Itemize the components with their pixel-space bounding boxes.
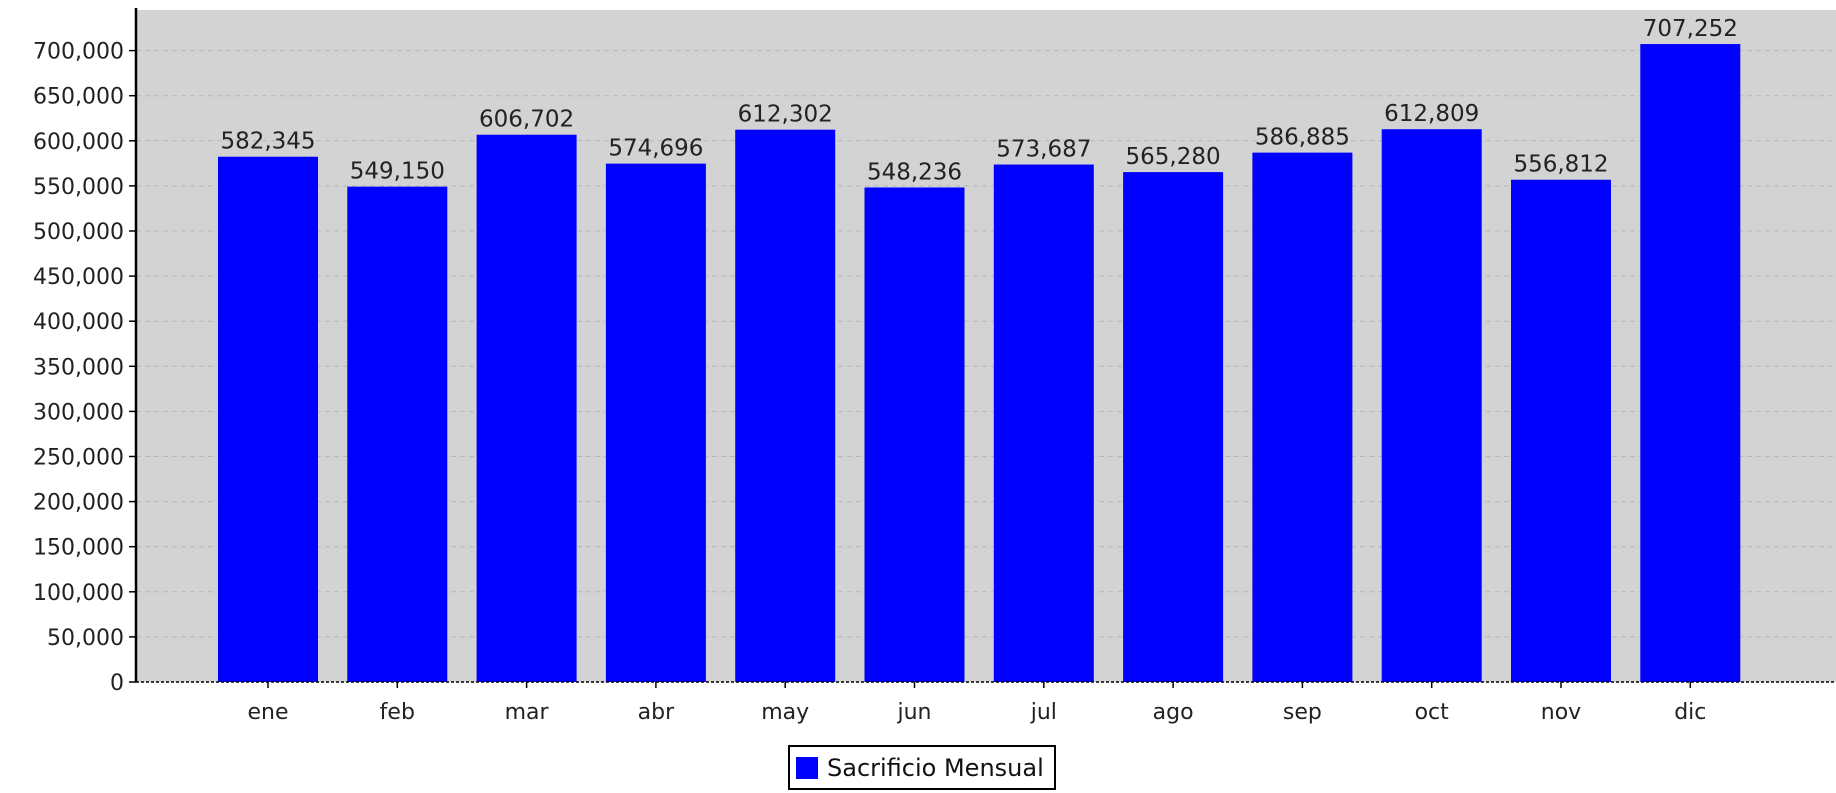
- bars: [218, 44, 1741, 683]
- bar-ene: [218, 156, 318, 683]
- data-label-sep: 586,885: [1255, 125, 1350, 151]
- y-tick-label: 0: [110, 671, 124, 696]
- bar-feb: [347, 186, 448, 682]
- x-tick-label-sep: sep: [1283, 700, 1322, 725]
- x-tick-label-jun: jun: [897, 700, 932, 725]
- y-tick-label: 350,000: [33, 355, 124, 380]
- axes: [129, 8, 1836, 688]
- y-tick-label: 700,000: [33, 40, 124, 65]
- data-label-jun: 548,236: [867, 159, 962, 185]
- data-label-dic: 707,252: [1643, 16, 1738, 42]
- legend-swatch-icon: [796, 756, 818, 779]
- bar-oct: [1381, 129, 1482, 683]
- y-tick-label: 250,000: [33, 445, 124, 470]
- y-tick-label: 600,000: [33, 130, 124, 155]
- bar-sep: [1252, 152, 1353, 683]
- data-label-ago: 565,280: [1126, 144, 1221, 170]
- x-tick-label-jul: jul: [1030, 700, 1057, 725]
- data-label-may: 612,302: [738, 102, 833, 128]
- bar-mar: [476, 134, 577, 683]
- x-tick-label-ene: ene: [247, 700, 288, 725]
- x-tick-label-nov: nov: [1541, 700, 1581, 725]
- x-tick-label-oct: oct: [1415, 700, 1450, 725]
- data-label-mar: 606,702: [479, 107, 574, 133]
- x-tick-label-feb: feb: [380, 700, 415, 725]
- y-tick-label: 450,000: [33, 265, 124, 290]
- data-label-ene: 582,345: [220, 129, 315, 155]
- labels: 0 50,000 100,000 150,000 200,000 250,000 300,0…: [33, 16, 1738, 725]
- x-tick-label-mar: mar: [505, 700, 550, 725]
- data-label-nov: 556,812: [1513, 152, 1608, 178]
- data-label-jul: 573,687: [996, 137, 1091, 163]
- y-tick-label: 550,000: [33, 175, 124, 200]
- bar-dic: [1640, 44, 1741, 683]
- y-tick-label: 100,000: [33, 581, 124, 606]
- y-tick-label: 50,000: [47, 626, 124, 651]
- y-tick-label: 650,000: [33, 85, 124, 110]
- y-tick-label: 300,000: [33, 400, 124, 425]
- bar-abr: [605, 163, 706, 682]
- bar-jul: [993, 164, 1094, 683]
- y-tick-label: 400,000: [33, 310, 124, 335]
- bar-may: [735, 129, 836, 682]
- x-tick-label-ago: ago: [1153, 700, 1194, 725]
- x-tick-label-dic: dic: [1674, 700, 1706, 725]
- bar-nov: [1511, 179, 1611, 682]
- y-tick-label: 500,000: [33, 220, 124, 245]
- data-label-feb: 549,150: [350, 159, 445, 185]
- data-label-oct: 612,809: [1384, 101, 1479, 127]
- bar-ago: [1123, 172, 1224, 682]
- bar-jun: [864, 187, 965, 682]
- legend-label: Sacrificio Mensual: [827, 753, 1044, 782]
- y-tick-label: 200,000: [33, 491, 124, 516]
- x-tick-label-abr: abr: [638, 700, 675, 725]
- legend: Sacrificio Mensual: [788, 745, 1056, 790]
- data-label-abr: 574,696: [608, 136, 703, 162]
- x-tick-label-may: may: [761, 700, 809, 725]
- y-tick-label: 150,000: [33, 536, 124, 561]
